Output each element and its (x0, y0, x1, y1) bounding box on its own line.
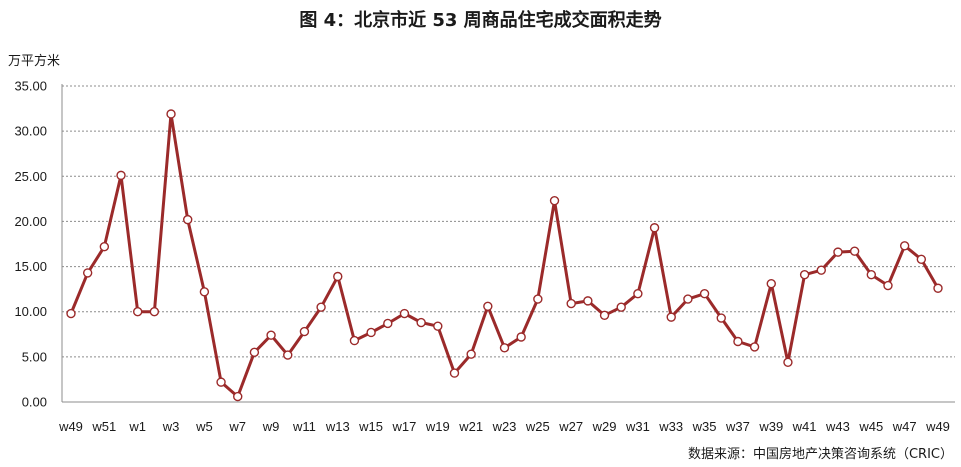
gridlines (62, 85, 955, 358)
x-tick-label: w37 (725, 419, 750, 434)
data-point (566, 298, 576, 309)
data-point (733, 336, 743, 347)
x-tick-label: w29 (592, 419, 617, 434)
data-point (633, 288, 643, 299)
chart-title: 图 4：北京市近 53 周商品住宅成交面积走势 (299, 10, 662, 31)
data-point (716, 313, 726, 323)
series (66, 109, 943, 402)
data-point (299, 326, 310, 337)
data-point (933, 283, 943, 293)
x-tick-label: w35 (692, 419, 717, 434)
x-tick-label: w21 (458, 419, 483, 434)
data-point (599, 310, 610, 321)
x-tick-label: w33 (658, 419, 683, 434)
data-point (649, 223, 660, 233)
x-tick-label: w13 (325, 419, 350, 434)
data-point (399, 308, 410, 319)
y-tick-label: 20.00 (14, 214, 47, 229)
data-point (816, 265, 826, 275)
y-tick-label: 30.00 (14, 124, 47, 139)
data-point (266, 330, 276, 340)
y-tick-label: 35.00 (14, 79, 47, 94)
data-point (366, 327, 376, 338)
data-point (483, 301, 493, 311)
data-point (166, 109, 176, 119)
data-point (866, 269, 877, 280)
x-tick-label: w17 (392, 419, 417, 434)
source-note: 数据来源：中国房地产决策咨询系统（CRIC） (687, 447, 953, 462)
x-tick-label: w23 (492, 419, 517, 434)
x-tick-label: w7 (228, 419, 246, 434)
data-point (833, 247, 843, 257)
x-tick-label: w39 (758, 419, 783, 434)
y-tick-label: 10.00 (14, 304, 47, 319)
data-point (249, 347, 260, 358)
data-point (466, 349, 476, 359)
data-point (533, 294, 543, 304)
x-tick-label: w19 (425, 419, 450, 434)
data-point (849, 246, 860, 256)
data-point (799, 269, 810, 280)
data-point (449, 368, 460, 378)
data-point (99, 242, 110, 252)
x-tick-label: w25 (525, 419, 550, 434)
data-point (766, 279, 776, 289)
x-tick-label: w43 (825, 419, 850, 434)
x-tick-label: w41 (792, 419, 817, 434)
data-point (666, 312, 676, 322)
x-tick-label: w9 (262, 419, 280, 434)
y-tick-labels: 0.00 5.00 10.00 15.00 20.00 25.00 30.00 35.00 (14, 79, 47, 410)
x-tick-label: w51 (91, 419, 116, 434)
y-tick-label: 0.00 (22, 395, 47, 410)
data-point (349, 335, 360, 346)
x-tick-label: w45 (858, 419, 883, 434)
data-point (583, 296, 593, 306)
data-point (783, 357, 793, 367)
x-tick-label: w47 (892, 419, 917, 434)
x-tick-label: w3 (162, 419, 180, 434)
data-point (82, 268, 93, 278)
data-point (899, 241, 910, 251)
data-point (616, 302, 626, 312)
y-tick-label: 5.00 (22, 349, 47, 364)
data-point (383, 318, 393, 329)
y-tick-label: 15.00 (14, 259, 47, 274)
data-point (916, 254, 927, 265)
data-point (66, 308, 76, 319)
x-tick-label: w11 (292, 419, 316, 434)
y-tick-label: 25.00 (14, 169, 47, 184)
data-point (216, 377, 226, 387)
data-point (199, 287, 210, 297)
x-tick-label: w49 (58, 419, 83, 434)
y-axis-unit-label: 万平方米 (8, 54, 61, 69)
data-point (416, 317, 426, 328)
x-tick-label: w27 (558, 419, 583, 434)
data-point (699, 288, 710, 299)
x-tick-label: w5 (195, 419, 213, 434)
data-point (683, 294, 693, 304)
x-tick-label: w1 (128, 419, 146, 434)
data-point (433, 321, 443, 331)
data-point (549, 195, 560, 206)
data-point (116, 170, 126, 181)
data-point (516, 332, 526, 342)
data-point (333, 271, 343, 282)
x-tick-labels: w49 w51 w1 w3 w5 w7 w9 w11 w13 w15 w17 w19 w21 w23 w25… (58, 419, 950, 434)
series-line (69, 112, 940, 399)
data-point (499, 343, 510, 353)
data-point (883, 280, 893, 291)
data-point (283, 350, 293, 360)
x-tick-label: w31 (625, 419, 650, 434)
axes (61, 84, 955, 403)
data-point (749, 342, 760, 352)
x-tick-label: w49 (925, 419, 950, 434)
data-point (233, 391, 243, 402)
data-point (132, 307, 143, 317)
data-point (183, 214, 193, 225)
data-point (149, 307, 160, 317)
x-tick-label: w15 (358, 419, 383, 434)
data-point (316, 302, 326, 312)
